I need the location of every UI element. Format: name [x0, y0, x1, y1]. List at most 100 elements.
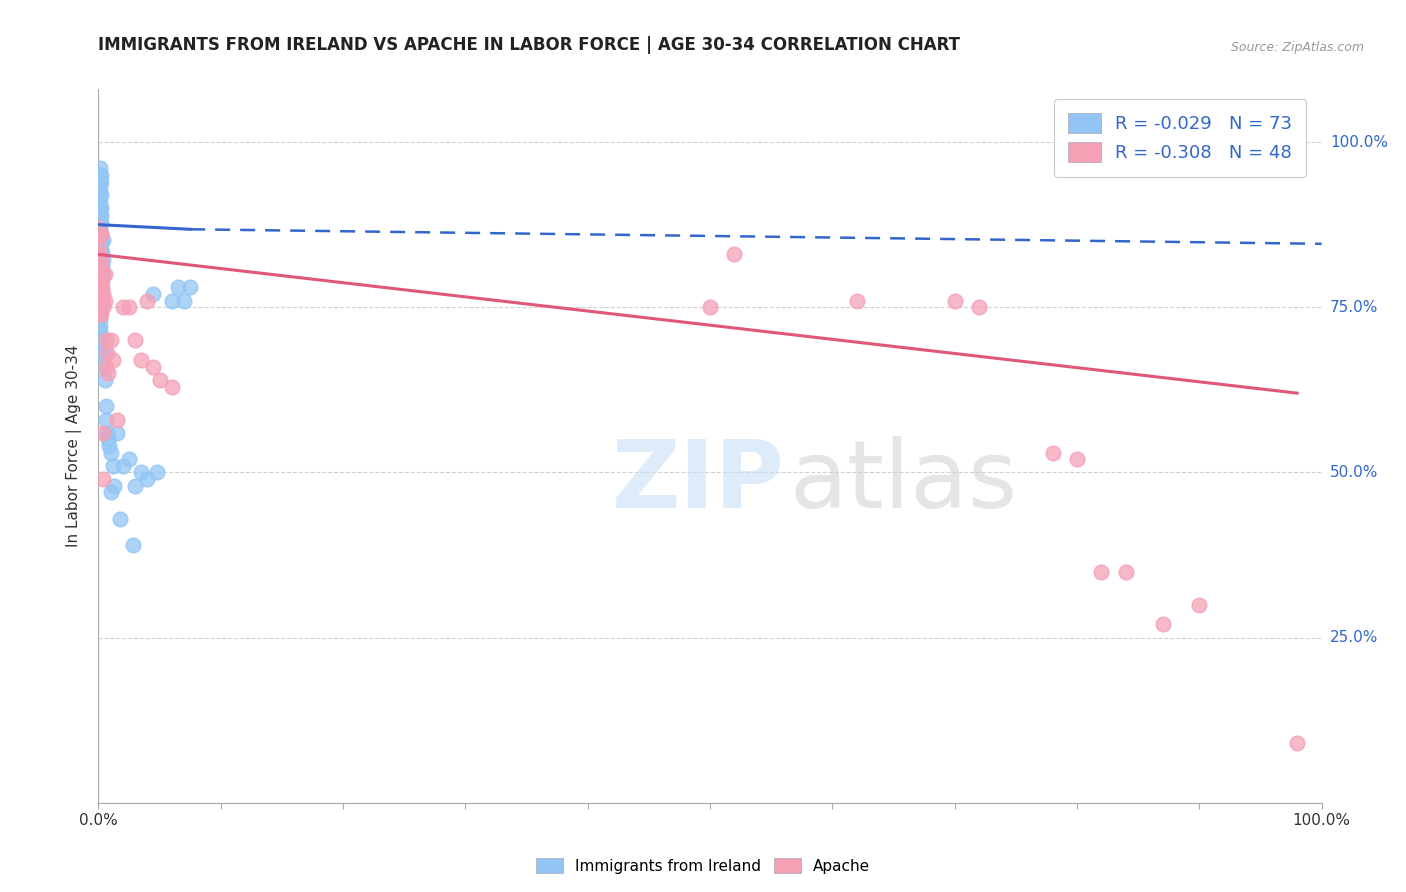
Point [91, 252, 114, 267]
Point [1090, 565, 1112, 579]
Point [90, 201, 112, 215]
Point [91, 293, 114, 308]
Text: 50.0%: 50.0% [1330, 465, 1378, 480]
Point [89, 326, 111, 340]
Point [90, 168, 112, 182]
Legend: Immigrants from Ireland, Apache: Immigrants from Ireland, Apache [530, 852, 876, 880]
Point [89, 312, 111, 326]
Point [91, 260, 114, 274]
Point [173, 293, 195, 308]
Legend: R = -0.029   N = 73, R = -0.308   N = 48: R = -0.029 N = 73, R = -0.308 N = 48 [1053, 99, 1306, 177]
Y-axis label: In Labor Force | Age 30-34: In Labor Force | Age 30-34 [66, 344, 83, 548]
Point [89, 201, 111, 215]
Point [160, 379, 183, 393]
Point [136, 293, 159, 308]
Point [90, 226, 112, 240]
Point [90, 175, 112, 189]
Point [89, 260, 111, 275]
Point [90, 216, 112, 230]
Point [90, 227, 112, 242]
Point [1188, 598, 1211, 612]
Point [105, 412, 128, 426]
Point [93, 373, 115, 387]
Point [129, 353, 152, 368]
Point [124, 478, 146, 492]
Point [167, 280, 190, 294]
Point [90, 280, 112, 294]
Point [1066, 452, 1088, 467]
Point [87, 181, 110, 195]
Point [89, 247, 111, 261]
Point [89, 227, 111, 242]
Point [87, 241, 110, 255]
Point [89, 300, 111, 314]
Point [118, 300, 141, 314]
Point [98, 439, 121, 453]
Point [1286, 736, 1309, 750]
Point [129, 466, 152, 480]
Point [179, 280, 201, 294]
Text: 75.0%: 75.0% [1330, 300, 1378, 315]
Point [1042, 445, 1064, 459]
Point [90, 188, 112, 202]
Point [91, 280, 114, 294]
Point [89, 305, 111, 319]
Point [142, 359, 165, 374]
Point [91, 274, 114, 288]
Point [94, 359, 117, 374]
Point [90, 307, 112, 321]
Point [100, 485, 122, 500]
Point [89, 274, 111, 288]
Point [110, 511, 132, 525]
Point [93, 267, 115, 281]
Point [89, 181, 111, 195]
Point [91, 300, 114, 314]
Point [105, 425, 128, 440]
Point [136, 472, 159, 486]
Point [89, 188, 111, 202]
Point [90, 254, 112, 268]
Point [943, 293, 966, 308]
Point [94, 333, 117, 347]
Text: 100.0%: 100.0% [1330, 135, 1388, 150]
Point [121, 538, 143, 552]
Point [94, 400, 117, 414]
Point [91, 287, 114, 301]
Point [93, 346, 115, 360]
Point [89, 214, 111, 228]
Point [90, 247, 112, 261]
Text: Source: ZipAtlas.com: Source: ZipAtlas.com [1230, 40, 1364, 54]
Point [89, 274, 111, 288]
Point [160, 293, 183, 308]
Point [89, 241, 111, 255]
Point [89, 346, 111, 360]
Point [89, 175, 111, 189]
Point [96, 346, 118, 360]
Point [118, 452, 141, 467]
Point [89, 208, 111, 222]
Point [89, 260, 111, 275]
Point [90, 234, 112, 248]
Point [91, 267, 114, 281]
Point [89, 293, 111, 308]
Point [1152, 617, 1174, 632]
Text: ZIP: ZIP [612, 435, 785, 528]
Point [89, 254, 111, 268]
Point [89, 293, 111, 307]
Point [89, 234, 111, 248]
Point [97, 433, 120, 447]
Text: atlas: atlas [790, 435, 1018, 528]
Text: IMMIGRANTS FROM IRELAND VS APACHE IN LABOR FORCE | AGE 30-34 CORRELATION CHART: IMMIGRANTS FROM IRELAND VS APACHE IN LAB… [98, 36, 960, 54]
Point [142, 287, 165, 301]
Point [89, 333, 111, 347]
Point [149, 373, 172, 387]
Point [94, 412, 117, 426]
Point [89, 340, 111, 354]
Point [90, 209, 112, 223]
Point [91, 425, 114, 440]
Point [89, 282, 111, 296]
Point [91, 472, 114, 486]
Point [89, 168, 111, 182]
Point [91, 233, 114, 247]
Point [723, 247, 745, 261]
